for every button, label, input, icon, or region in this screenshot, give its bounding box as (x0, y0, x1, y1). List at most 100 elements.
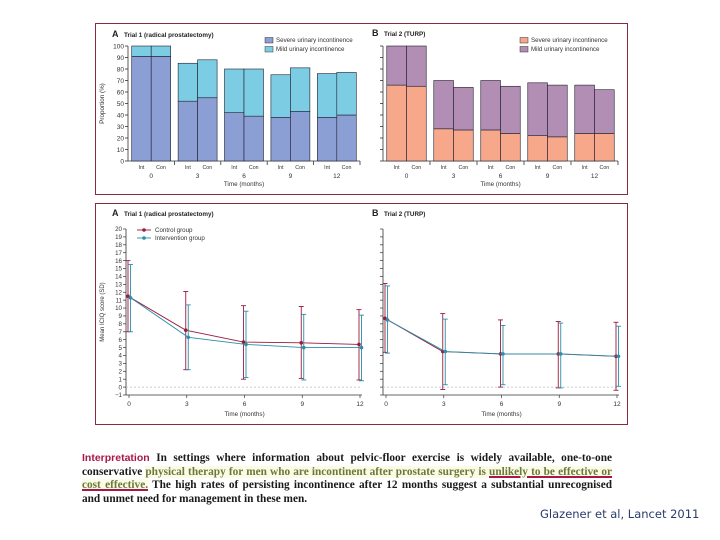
data-point (501, 352, 505, 356)
legend-label: Mild urinary incontinence (531, 46, 600, 53)
data-point (241, 340, 246, 344)
data-point (301, 345, 306, 350)
y-tick-label: 40 (117, 112, 125, 119)
y-tick-label: −1 (115, 392, 123, 399)
bar-severe (197, 97, 218, 162)
panel-letter: B (372, 28, 379, 38)
legend-label: Mild urinary incontinence (276, 46, 345, 53)
y-tick-label: 20 (115, 226, 122, 233)
x-group-label: 9 (289, 173, 293, 180)
y-tick-label: 1 (119, 376, 123, 383)
x-subcategory-label: Con (506, 165, 516, 171)
x-group-label: 9 (546, 173, 550, 180)
y-tick-label: 19 (115, 234, 122, 241)
bar-mild (574, 84, 595, 134)
bar-mild (480, 80, 501, 131)
bar-severe (594, 133, 615, 162)
bar-severe (150, 56, 171, 162)
y-tick-label: 30 (117, 124, 125, 131)
x-group-label: 6 (242, 173, 246, 180)
bar-severe (480, 129, 501, 162)
x-tick-label: 0 (384, 401, 388, 408)
data-point (244, 342, 248, 347)
y-tick-label: 20 (117, 135, 125, 142)
y-tick-label: 14 (115, 274, 122, 281)
bar-severe (574, 133, 595, 162)
bar-mild (177, 62, 198, 102)
x-axis-label: Time (months) (481, 411, 521, 418)
bar-severe (406, 85, 427, 162)
x-tick-label: 9 (300, 401, 304, 408)
x-group-label: 12 (333, 173, 341, 180)
bar-severe (336, 114, 357, 162)
legend-swatch (264, 46, 274, 53)
bar-mild (406, 45, 427, 87)
x-subcategory-label: Int (394, 165, 400, 171)
data-point (299, 341, 304, 345)
y-tick-label: 7 (119, 329, 123, 336)
data-point (385, 318, 390, 322)
x-group-label: 3 (452, 173, 456, 180)
x-group-label: 0 (149, 173, 153, 180)
x-subcategory-label: Con (600, 165, 610, 171)
y-tick-label: 10 (115, 305, 122, 312)
y-tick-label: 50 (117, 101, 125, 108)
x-subcategory-label: Int (441, 165, 447, 171)
bar-mild (336, 72, 357, 116)
x-subcategory-label: Int (278, 165, 284, 171)
x-subcategory-label: Int (185, 165, 191, 171)
legend-label: Severe urinary incontinence (276, 37, 353, 44)
y-axis-label: Proportion (%) (99, 83, 106, 124)
bar-mild (433, 80, 454, 130)
data-point (558, 352, 563, 356)
bar-mild (500, 85, 521, 134)
x-tick-label: 0 (127, 401, 131, 408)
x-subcategory-label: Con (249, 165, 259, 171)
legend-swatch (519, 46, 529, 53)
y-tick-label: 0 (119, 384, 123, 391)
bar-mild (317, 73, 338, 118)
legend-label: Severe urinary incontinence (531, 37, 608, 44)
x-subcategory-label: Int (582, 165, 588, 171)
data-point (616, 354, 621, 359)
bar-mild (131, 45, 152, 57)
interpretation-paragraph: Interpretation In settings where informa… (82, 452, 612, 506)
y-tick-label: 17 (115, 250, 122, 257)
panel-letter: A (112, 208, 119, 218)
y-axis-label: Mean ICIQ score (SD) (100, 282, 106, 341)
bar-mild (453, 87, 474, 131)
legend-marker (142, 228, 146, 232)
panel-letter: A (112, 29, 119, 39)
bar-mild (270, 74, 291, 118)
chart-title: Trial 1 (radical prostatectomy) (124, 32, 214, 39)
bar-mild (527, 82, 548, 137)
bar-severe (433, 128, 454, 162)
interpretation-highlight: physical therapy for men who are inconti… (145, 465, 490, 478)
y-tick-label: 2 (119, 368, 123, 375)
chart-title: Trial 1 (radical prostatectomy) (124, 211, 214, 218)
interpretation-text-1: In settings where information about pelv… (82, 452, 612, 478)
data-point (357, 342, 361, 347)
x-axis-label: Time (months) (480, 181, 520, 188)
line-charts-frame (95, 203, 628, 425)
y-tick-label: 80 (117, 66, 125, 73)
data-point (443, 349, 448, 354)
data-point (186, 335, 191, 340)
y-tick-label: 9 (119, 313, 123, 320)
bar-mild (150, 45, 171, 57)
x-axis-label: Time (months) (224, 411, 264, 418)
y-tick-label: 13 (115, 282, 122, 289)
y-tick-label: 0 (120, 158, 124, 165)
x-subcategory-label: Con (156, 165, 166, 171)
x-subcategory-label: Int (324, 165, 330, 171)
chart-title: Trial 2 (TURP) (384, 211, 425, 218)
x-subcategory-label: Int (488, 165, 494, 171)
bar-severe (177, 100, 198, 162)
x-subcategory-label: Con (342, 165, 352, 171)
bar-mild (224, 68, 245, 114)
x-subcategory-label: Int (139, 165, 145, 171)
y-tick-label: 60 (117, 89, 125, 96)
citation: Glazener et al, Lancet 2011 (540, 507, 700, 521)
y-tick-label: 6 (119, 337, 123, 344)
